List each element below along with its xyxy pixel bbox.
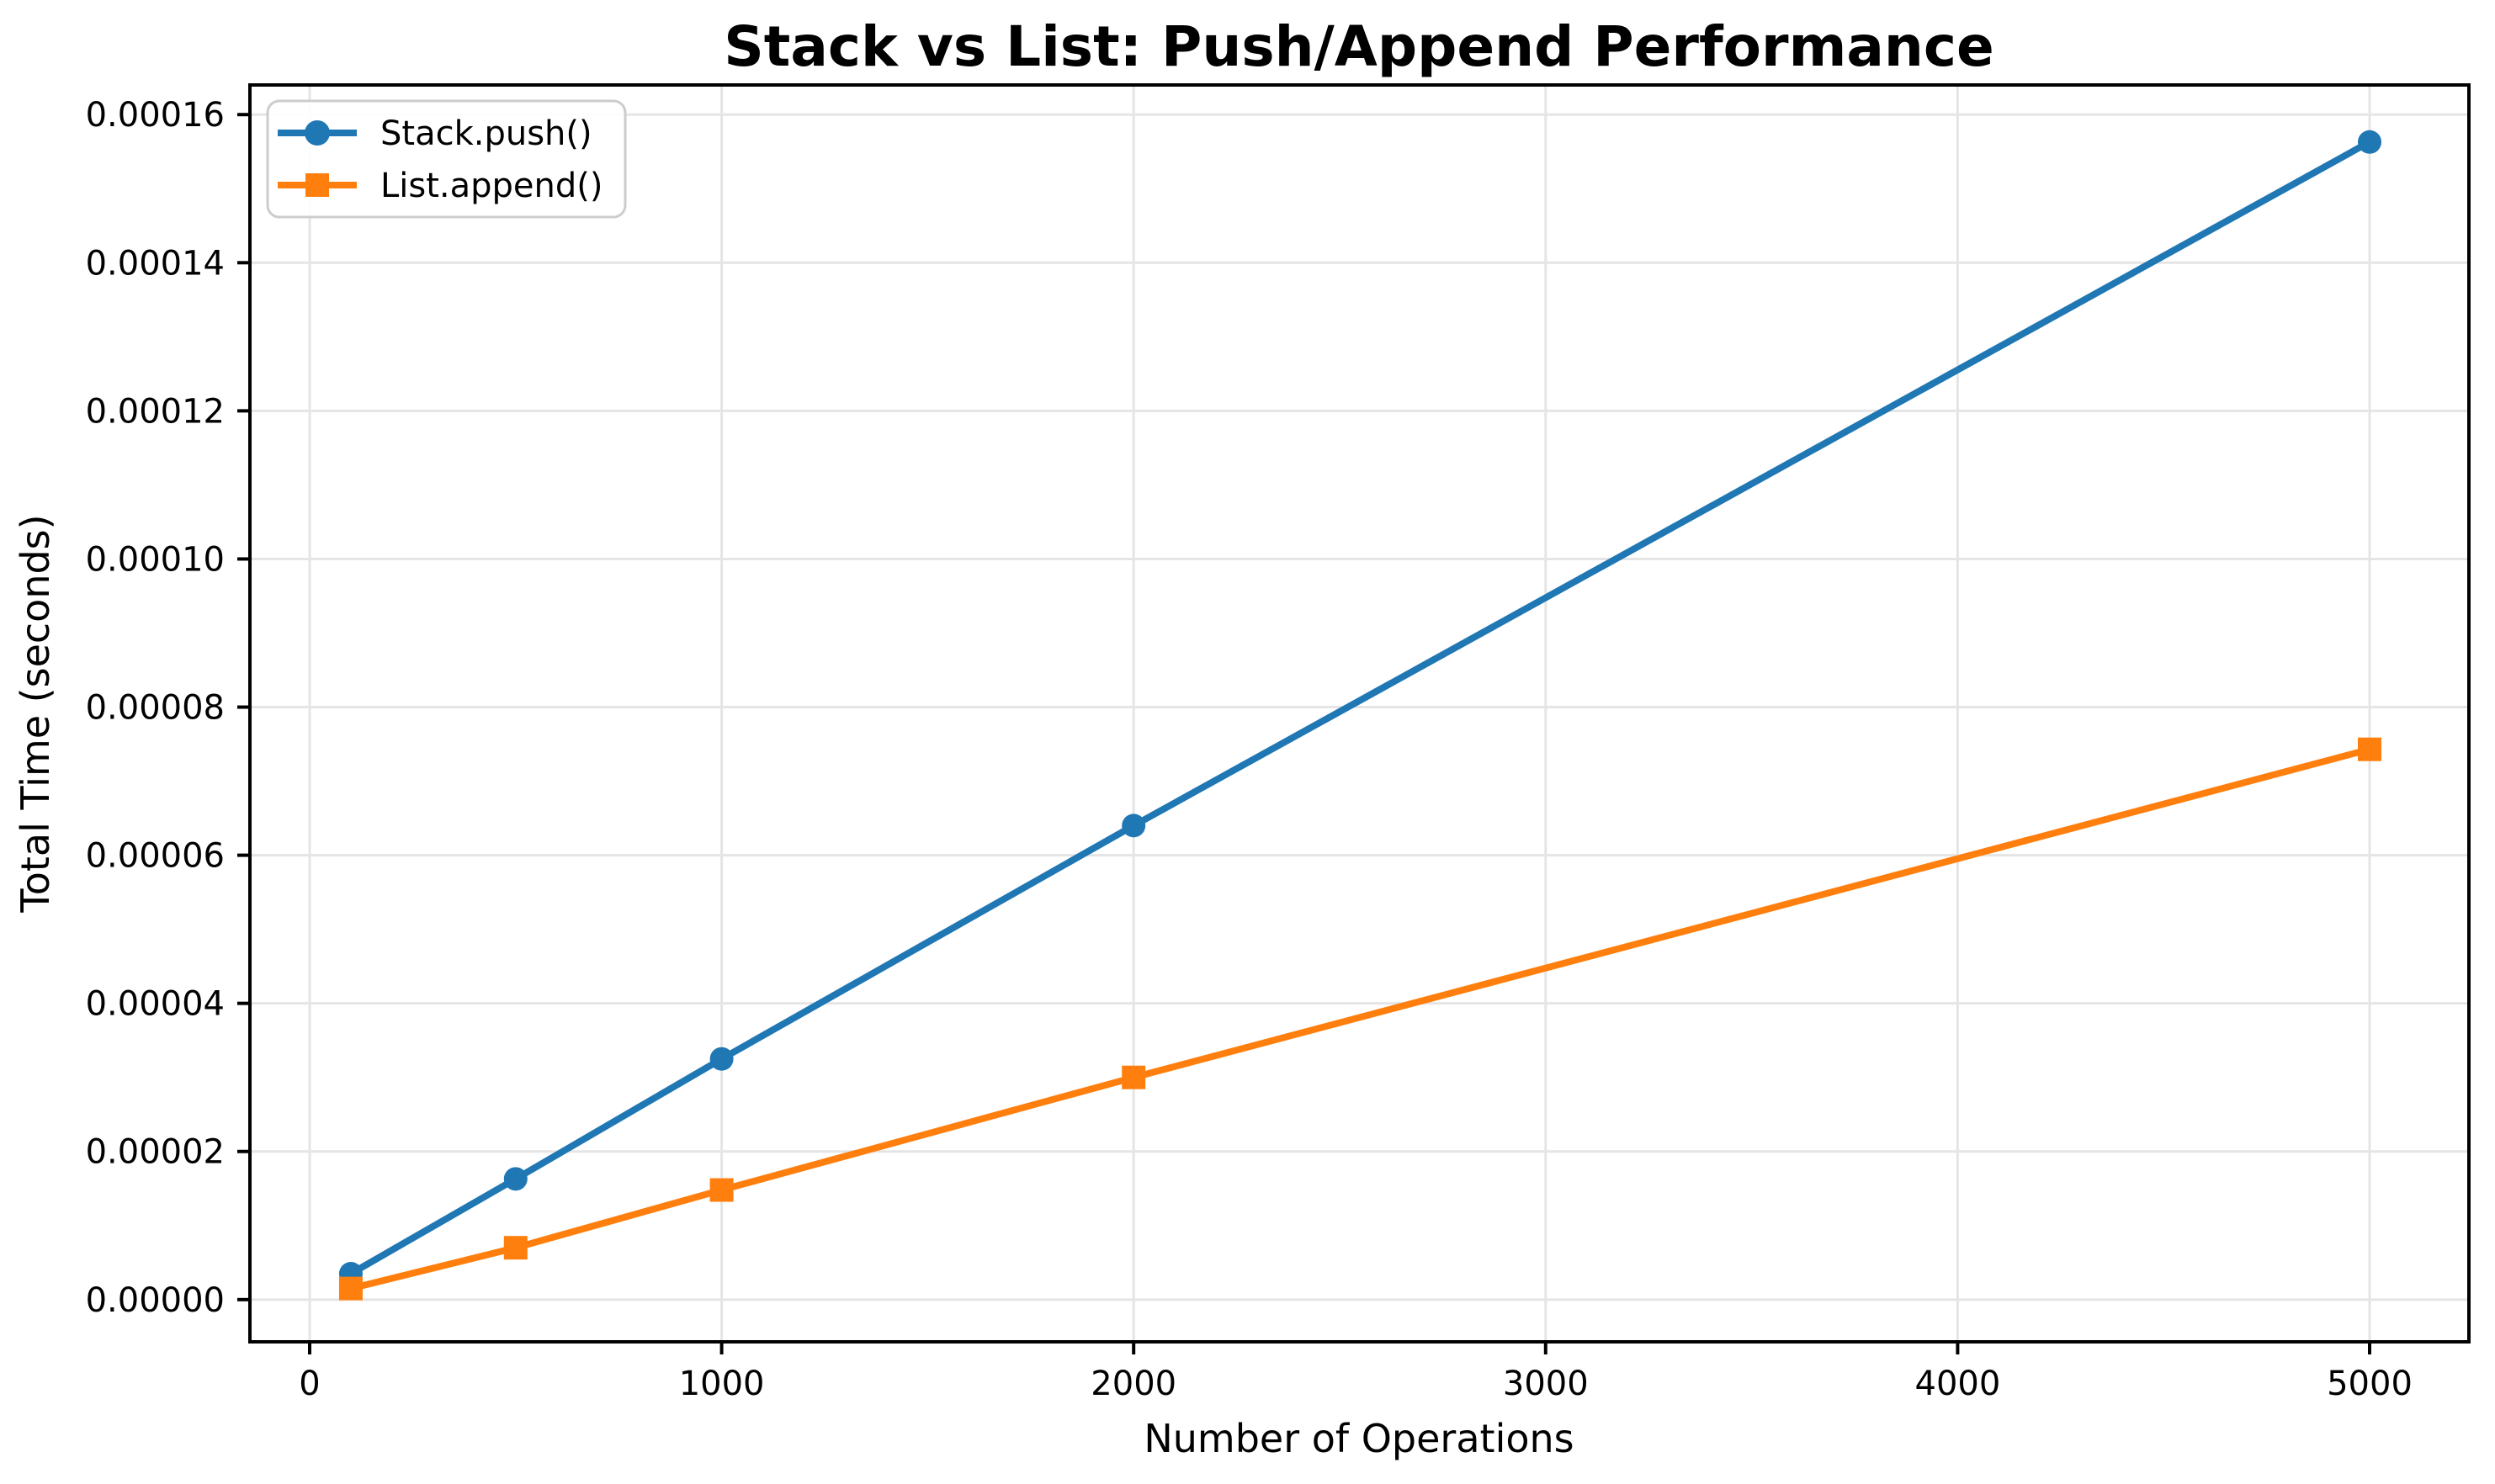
x-tick-label: 4000 — [1915, 1365, 2001, 1403]
legend-label: List.append() — [380, 167, 603, 205]
data-point-marker — [338, 1276, 363, 1301]
chart-title: Stack vs List: Push/Append Performance — [724, 14, 1994, 79]
legend-box — [266, 99, 627, 219]
data-point-marker — [1122, 1065, 1146, 1089]
x-tick-label: 3000 — [1503, 1365, 1589, 1403]
data-point-marker — [2358, 130, 2382, 154]
legend-marker — [305, 120, 330, 146]
data-point-marker — [709, 1047, 734, 1071]
x-axis-label: Number of Operations — [1144, 1416, 1574, 1461]
data-point-marker — [2358, 737, 2382, 761]
legend-marker — [305, 173, 329, 197]
axis-layer: 0 1000 2000 3000 4000 5000 0.00000 0.00002 0.000… — [86, 83, 2471, 1403]
y-tick-label: 0.00006 — [86, 837, 225, 876]
y-tick-label: 0.00008 — [86, 689, 225, 728]
y-tick-label: 0.00014 — [86, 244, 225, 283]
legend-label: Stack.push() — [380, 114, 592, 153]
y-tick-label: 0.00016 — [86, 96, 225, 135]
y-tick-label: 0.00010 — [86, 540, 225, 579]
y-tick-label: 0.00000 — [86, 1281, 225, 1320]
grid-layer — [250, 85, 2469, 1342]
y-tick-label: 0.00004 — [86, 985, 225, 1024]
y-tick-label: 0.00012 — [86, 392, 225, 431]
data-point-marker — [503, 1236, 528, 1260]
x-tick-label: 1000 — [679, 1365, 765, 1403]
plot-border — [248, 83, 2471, 1344]
x-tick-label: 0 — [299, 1365, 320, 1403]
x-tick-label: 5000 — [2327, 1365, 2413, 1403]
data-point-marker — [1122, 814, 1146, 838]
legend: Stack.push() List.append() — [266, 99, 627, 219]
data-point-marker — [709, 1178, 734, 1202]
y-axis-label: Total Time (seconds) — [13, 514, 58, 913]
series-line — [347, 745, 2374, 1292]
data-point-marker — [503, 1167, 528, 1191]
x-tick-label: 2000 — [1091, 1365, 1176, 1403]
y-tick-label: 0.00002 — [86, 1133, 225, 1172]
plot-layer — [338, 130, 2382, 1301]
